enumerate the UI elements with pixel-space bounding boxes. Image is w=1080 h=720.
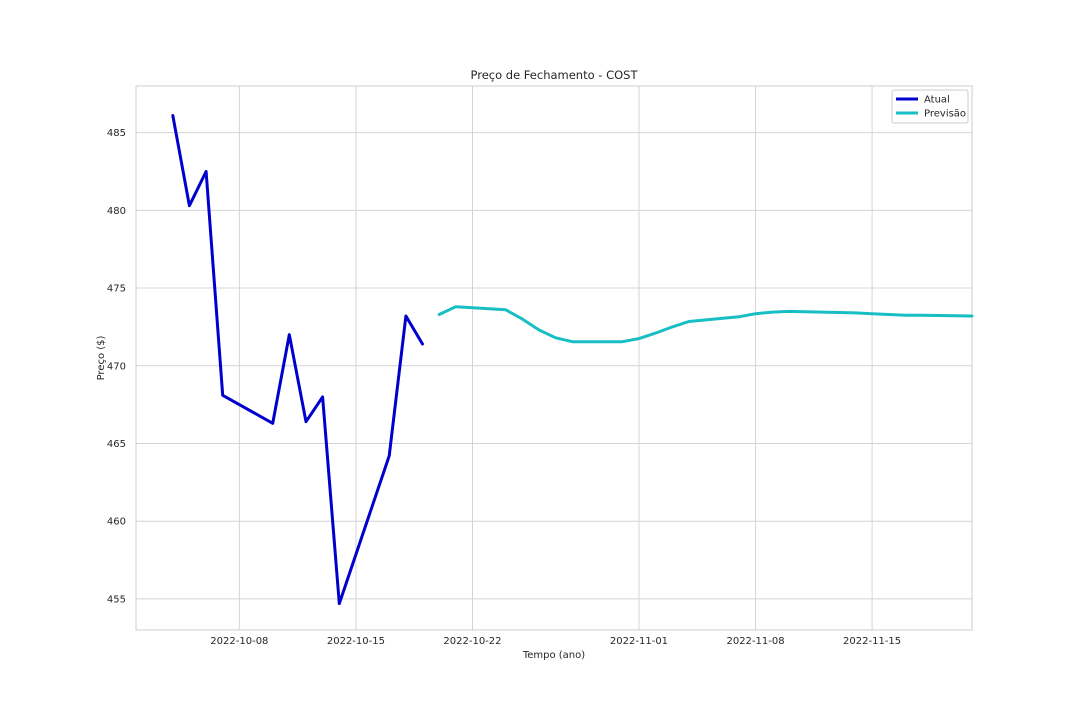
- y-tick-label: 460: [107, 517, 126, 528]
- x-axis-label: Tempo (ano): [522, 650, 585, 661]
- y-tick-label: 480: [107, 206, 126, 217]
- y-tick-label: 475: [107, 284, 126, 295]
- x-axis-ticks: 2022-10-08 2022-10-15 2022-10-22 2022-11-01…: [210, 636, 901, 647]
- series-layer: [171, 114, 974, 606]
- x-tick-label: 2022-11-15: [843, 636, 901, 647]
- plot-background: [136, 86, 972, 630]
- y-tick-label: 485: [107, 128, 126, 139]
- legend-label-atual: Atual: [924, 95, 950, 106]
- series-line-previsao: [437, 305, 974, 344]
- plot-frame: [135, 85, 973, 631]
- x-tick-label: 2022-10-15: [327, 636, 385, 647]
- legend-label-previsao: Previsão: [924, 109, 966, 120]
- y-axis-ticks: 455 460 465 470 475 480 485: [107, 128, 126, 605]
- plot-area: [135, 85, 974, 631]
- grid: [136, 86, 972, 630]
- y-tick-label: 465: [107, 439, 126, 450]
- x-tick-label: 2022-10-22: [443, 636, 501, 647]
- x-tick-label: 2022-11-01: [610, 636, 668, 647]
- chart-title: Preço de Fechamento - COST: [470, 68, 638, 82]
- y-axis-label: Preço ($): [96, 335, 107, 380]
- y-tick-label: 470: [107, 361, 126, 372]
- x-tick-label: 2022-11-08: [726, 636, 784, 647]
- x-tick-label: 2022-10-08: [210, 636, 268, 647]
- series-line-atual: [171, 114, 424, 606]
- y-tick-label: 455: [107, 594, 126, 605]
- legend: Atual Previsão: [891, 89, 969, 124]
